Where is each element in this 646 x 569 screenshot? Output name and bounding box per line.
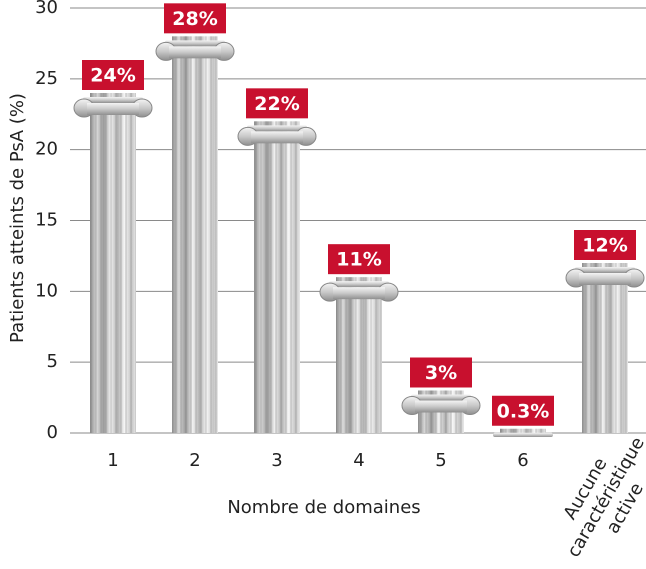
- pillar-echinus: [333, 287, 385, 300]
- y-tick-label: 20: [35, 139, 58, 160]
- y-tick-label: 25: [35, 68, 58, 89]
- value-label-box: [574, 230, 636, 260]
- value-label: 11%: [336, 249, 381, 271]
- value-label: 0.3%: [497, 400, 550, 422]
- x-tick-label: 2: [189, 450, 200, 471]
- value-label-box: [164, 3, 226, 34]
- x-axis-title: Nombre de domaines: [227, 497, 420, 518]
- y-axis-title: Patients atteints de PsA (%): [7, 93, 28, 343]
- pillar-flutes: [172, 36, 218, 433]
- x-tick-label: 4: [353, 450, 364, 471]
- value-label-box: [328, 244, 390, 275]
- pillar-capital: [83, 97, 143, 103]
- value-label: 28%: [172, 8, 217, 30]
- pillar-echinus: [415, 400, 467, 413]
- y-tick-label: 10: [35, 280, 58, 301]
- value-label: 24%: [90, 65, 135, 87]
- pillar-echinus: [251, 131, 303, 144]
- pillar-capital: [165, 40, 225, 47]
- pillar-capital: [329, 281, 389, 288]
- x-tick-label: 5: [435, 450, 446, 471]
- value-label: 12%: [582, 235, 627, 257]
- pillar-echinus: [579, 273, 631, 285]
- pillar-capital: [247, 125, 307, 132]
- value-label-box: [246, 88, 308, 119]
- y-tick-label: 30: [35, 0, 58, 18]
- pillar-capital: [575, 267, 635, 273]
- x-tick-label: 3: [271, 450, 282, 471]
- pillar-flutes: [90, 93, 136, 433]
- pillar-capital: [493, 432, 553, 437]
- y-tick-label: 0: [47, 422, 58, 443]
- pillar-echinus: [87, 103, 139, 115]
- pillar-flutes: [500, 428, 546, 433]
- pillar-flutes: [336, 277, 382, 433]
- pillar-echinus: [169, 46, 221, 59]
- value-label-box: [410, 357, 472, 388]
- value-label: 3%: [425, 362, 457, 384]
- pillar-flutes: [582, 263, 628, 433]
- x-tick-label: 6: [517, 450, 528, 471]
- y-tick-label: 5: [47, 351, 58, 372]
- x-tick-label: Aucune caractéristique active: [541, 423, 646, 569]
- pillar-capital: [411, 394, 471, 401]
- x-tick-label: 1: [107, 450, 118, 471]
- y-tick-label: 15: [35, 210, 58, 231]
- value-label-box: [82, 60, 144, 90]
- value-label-box: [492, 395, 554, 426]
- pillar-flutes: [254, 121, 300, 433]
- value-label: 22%: [254, 93, 299, 115]
